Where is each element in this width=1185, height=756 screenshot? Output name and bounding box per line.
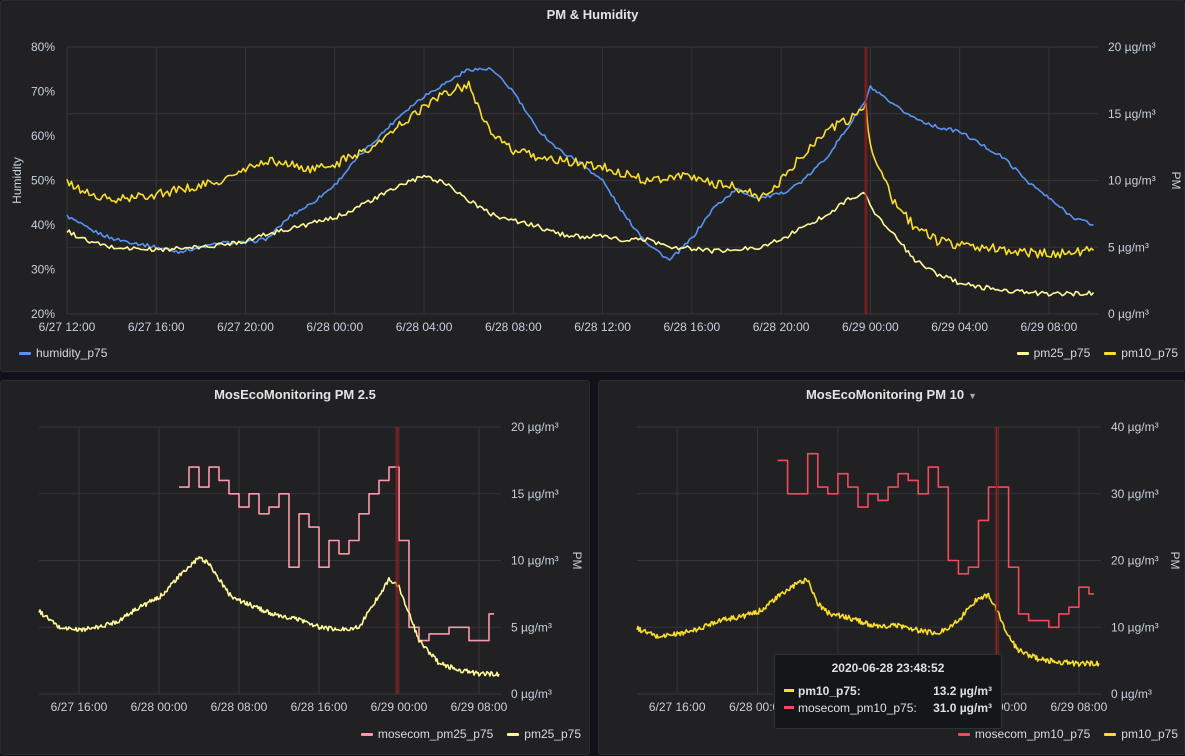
x-tick-label: 6/29 08:00 xyxy=(1051,700,1108,714)
y-tick-label: 30% xyxy=(31,263,55,277)
x-tick-label: 6/27 16:00 xyxy=(128,320,185,334)
series-line-mosecom_pm25_p75 xyxy=(179,466,494,642)
y2-tick-label: 10 µg/m³ xyxy=(1111,620,1159,634)
y-tick-label: 60% xyxy=(31,129,55,143)
chevron-down-icon[interactable]: ▼ xyxy=(968,391,978,401)
panel-pm-humidity: PM & Humidity 6/27 12:00 6/27 16:00 6/27 2… xyxy=(0,0,1185,372)
y2-tick-label: 0 µg/m³ xyxy=(1111,687,1152,701)
y-tick-label: 80% xyxy=(31,40,55,54)
panel-title[interactable]: MosEcoMonitoring PM 10 ▼ xyxy=(599,387,1184,402)
x-tick-label: 6/27 16:00 xyxy=(51,700,108,714)
y-tick-label: 40% xyxy=(31,218,55,232)
legend-left: humidity_p75 xyxy=(19,346,107,360)
y2-tick-label: 20 µg/m³ xyxy=(1111,554,1159,568)
y2-tick-label: 15 µg/m³ xyxy=(1108,107,1156,121)
x-tick-label: 6/28 00:00 xyxy=(131,700,188,714)
legend-label: pm25_p75 xyxy=(524,727,581,741)
legend-label: pm25_p75 xyxy=(1033,346,1091,360)
hover-tooltip: 2020-06-28 23:48:52 pm10_p75: 13.2 µg/m³… xyxy=(774,654,1002,729)
legend-label: mosecom_pm10_p75 xyxy=(974,727,1091,741)
x-tick-label: 6/28 20:00 xyxy=(753,320,810,334)
y2-tick-label: 40 µg/m³ xyxy=(1111,420,1159,434)
series-line-pm25_p75 xyxy=(38,556,500,677)
tooltip-value: 13.2 µg/m³ xyxy=(933,683,992,698)
legend-swatch xyxy=(19,351,31,355)
legend-swatch xyxy=(957,732,970,736)
legend-item[interactable]: pm10_p75 xyxy=(1104,727,1178,741)
x-tick-label: 6/28 00:00 xyxy=(729,700,786,714)
tooltip-swatch xyxy=(784,706,794,709)
legend: mosecom_pm25_p75 pm25_p75 xyxy=(360,727,581,741)
legend-label: humidity_p75 xyxy=(36,346,108,360)
legend-item[interactable]: pm25_p75 xyxy=(507,727,581,741)
series-line-pm25_p75 xyxy=(66,174,1095,297)
y-tick-label: 70% xyxy=(31,85,55,99)
y2-tick-label: 10 µg/m³ xyxy=(511,554,559,568)
legend-item[interactable]: mosecom_pm10_p75 xyxy=(957,727,1091,741)
series-line-pm10_p75 xyxy=(66,80,1095,259)
legend-item[interactable]: mosecom_pm25_p75 xyxy=(360,727,494,741)
chart-pm-humidity[interactable]: 6/27 12:00 6/27 16:00 6/27 20:00 6/28 00:00… xyxy=(1,1,1185,373)
series-line-mosecom_pm10_p75 xyxy=(777,452,1094,629)
tooltip-series-name: mosecom_pm10_p75: xyxy=(798,700,917,715)
tooltip-time: 2020-06-28 23:48:52 xyxy=(831,661,945,675)
y2-axis-label: PM xyxy=(1168,552,1182,570)
x-tick-label: 6/27 16:00 xyxy=(649,700,706,714)
x-tick-label: 6/28 08:00 xyxy=(485,320,542,334)
x-tick-label: 6/28 00:00 xyxy=(306,320,363,334)
legend-swatch xyxy=(1104,351,1117,355)
series-line-pm10_p75 xyxy=(636,577,1100,667)
tooltip-series-name: pm10_p75: xyxy=(798,683,861,698)
legend-swatch xyxy=(360,732,373,736)
x-tick-label: 6/29 08:00 xyxy=(1021,320,1078,334)
legend-label: mosecom_pm25_p75 xyxy=(377,727,494,741)
x-tick-label: 6/29 00:00 xyxy=(371,700,428,714)
y2-tick-label: 30 µg/m³ xyxy=(1111,487,1159,501)
panel-title[interactable]: MosEcoMonitoring PM 2.5 xyxy=(214,387,376,402)
x-tick-label: 6/27 20:00 xyxy=(217,320,274,334)
x-tick-label: 6/27 12:00 xyxy=(39,320,96,334)
y-tick-label: 50% xyxy=(31,174,55,188)
x-tick-label: 6/28 16:00 xyxy=(291,700,348,714)
y2-tick-label: 20 µg/m³ xyxy=(511,420,559,434)
legend: mosecom_pm10_p75 pm10_p75 xyxy=(957,727,1178,741)
x-tick-label: 6/28 12:00 xyxy=(574,320,631,334)
panel-mosecom-pm25: MosEcoMonitoring PM 2.5 6/27 16:00 6/28 0… xyxy=(0,380,590,755)
legend-swatch xyxy=(507,732,520,736)
x-tick-label: 6/28 08:00 xyxy=(211,700,268,714)
legend-label: pm10_p75 xyxy=(1121,727,1178,741)
y2-tick-label: 15 µg/m³ xyxy=(511,487,559,501)
x-tick-label: 6/29 08:00 xyxy=(451,700,508,714)
legend-item[interactable]: pm25_p75 xyxy=(1016,346,1091,360)
tooltip-row: pm10_p75: 13.2 µg/m³ xyxy=(784,682,992,699)
x-tick-label: 6/29 00:00 xyxy=(842,320,899,334)
x-tick-label: 6/28 16:00 xyxy=(663,320,720,334)
chart-mosecom-pm25[interactable]: 6/27 16:00 6/28 00:00 6/28 08:00 6/28 16:00… xyxy=(1,381,591,756)
y2-axis-label: PM xyxy=(1169,172,1183,190)
tooltip-row: mosecom_pm10_p75: 31.0 µg/m³ xyxy=(784,699,992,716)
y2-tick-label: 10 µg/m³ xyxy=(1108,174,1156,188)
legend-swatch xyxy=(1104,732,1117,736)
x-tick-label: 6/29 04:00 xyxy=(931,320,988,334)
y2-axis-label: PM xyxy=(570,552,584,570)
legend-right: pm25_p75 pm10_p75 xyxy=(1016,346,1178,360)
y2-tick-label: 20 µg/m³ xyxy=(1108,40,1156,54)
legend-item[interactable]: humidity_p75 xyxy=(19,346,107,360)
y2-tick-label: 5 µg/m³ xyxy=(511,620,552,634)
legend-item[interactable]: pm10_p75 xyxy=(1104,346,1178,360)
y2-tick-label: 5 µg/m³ xyxy=(1108,240,1149,254)
x-tick-label: 6/28 04:00 xyxy=(396,320,453,334)
y2-tick-label: 0 µg/m³ xyxy=(511,687,552,701)
panel-title-text: MosEcoMonitoring PM 10 xyxy=(805,387,965,402)
legend-swatch xyxy=(1016,351,1029,355)
panel-title[interactable]: PM & Humidity xyxy=(546,7,639,22)
tooltip-value: 31.0 µg/m³ xyxy=(933,700,992,715)
y-tick-label: 20% xyxy=(31,307,55,321)
tooltip-swatch xyxy=(784,689,794,692)
y2-tick-label: 0 µg/m³ xyxy=(1108,307,1149,321)
legend-label: pm10_p75 xyxy=(1121,346,1178,360)
y-axis-label: Humidity xyxy=(10,157,24,204)
